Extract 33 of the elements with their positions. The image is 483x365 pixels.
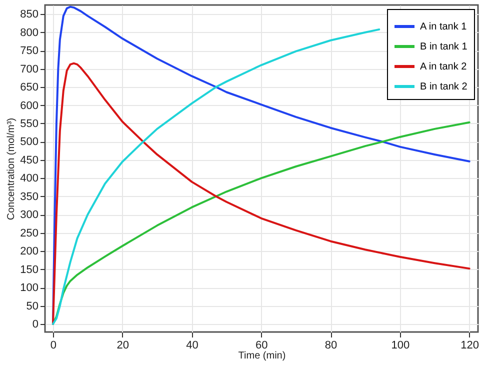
x-tick-label: 40 — [186, 340, 198, 352]
y-tick-label: 400 — [20, 172, 38, 185]
x-tick-label: 0 — [50, 340, 57, 352]
y-tick-label: 700 — [20, 63, 38, 76]
y-tick-label: 200 — [20, 246, 38, 258]
y-tick-label: 0 — [32, 318, 38, 330]
legend-label: A in tank 2 — [420, 62, 468, 72]
y-tick-label: 250 — [20, 227, 38, 240]
y-tick-label: 650 — [20, 82, 38, 94]
y-tick-label: 50 — [26, 300, 38, 312]
legend-label: B in tank 2 — [420, 82, 468, 92]
legend-label: B in tank 1 — [420, 42, 468, 52]
y-tick-label: 350 — [20, 190, 38, 203]
x-tick-label: 100 — [391, 340, 410, 352]
y-tick-label: 150 — [20, 264, 38, 276]
y-tick-label: 550 — [20, 118, 38, 130]
y-tick-label: 600 — [20, 100, 38, 112]
x-tick-label: 120 — [460, 340, 480, 352]
y-tick-label: 750 — [20, 45, 38, 58]
legend-label: A in tank 1 — [420, 22, 468, 32]
x-tick-label: 60 — [256, 340, 268, 352]
y-axis-title: Concentration (mol/m³) — [6, 118, 18, 220]
line-series — [52, 62, 470, 325]
y-tick-label: 800 — [20, 26, 38, 39]
y-tick-label: 450 — [20, 154, 38, 166]
y-tick-label: 850 — [20, 8, 38, 21]
x-tick-label: 20 — [116, 340, 129, 352]
y-tick-label: 300 — [20, 209, 38, 222]
y-tick-label: 500 — [20, 136, 38, 148]
line-series — [52, 28, 380, 325]
x-tick-label: 80 — [324, 340, 338, 352]
x-axis-title: Time (min) — [238, 350, 286, 362]
y-tick-label: 100 — [20, 282, 38, 294]
